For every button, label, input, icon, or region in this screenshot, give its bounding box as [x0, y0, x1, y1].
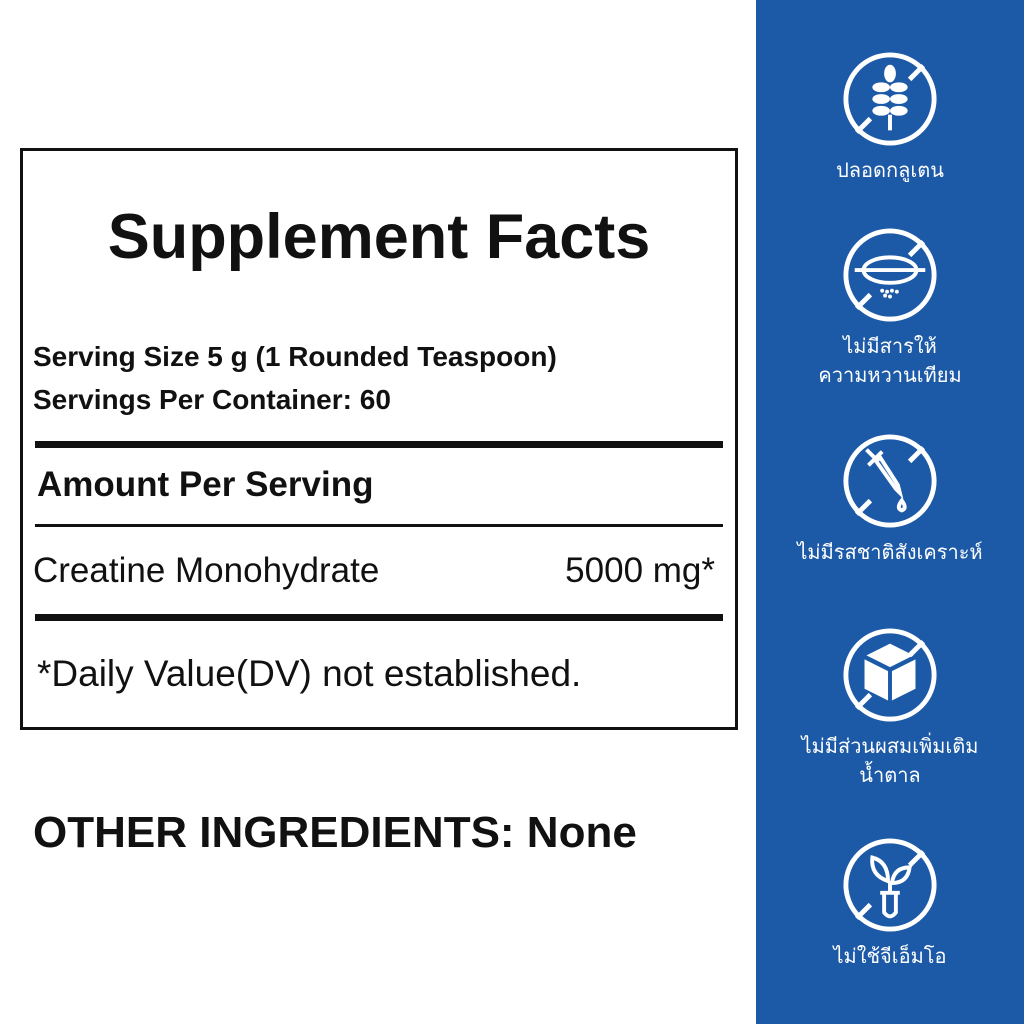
- other-ingredients: OTHER INGREDIENTS: None: [33, 808, 637, 857]
- no-added-sugar-cube-icon: [843, 628, 937, 722]
- thick-divider: [35, 441, 723, 448]
- ingredient-name: Creatine Monohydrate: [33, 551, 380, 590]
- no-artificial-sweetener-icon: [843, 228, 937, 322]
- feature-sidebar: ปลอดกลูเตน ไม่มีสารให้ ความหวานเทียม ไม่ม…: [756, 0, 1024, 1024]
- badge-label: ปลอดกลูเตน: [836, 158, 944, 182]
- badge-non-gmo: ไม่ใช้จีเอ็มโอ: [756, 836, 1024, 971]
- daily-value-footnote: *Daily Value(DV) not established.: [37, 653, 582, 694]
- non-gmo-plant-icon: [843, 838, 937, 932]
- badge-label: ไม่ใช้จีเอ็มโอ: [833, 944, 947, 968]
- thick-divider: [35, 614, 723, 621]
- badge-gluten-free: ปลอดกลูเตน: [756, 50, 1024, 185]
- thin-divider: [35, 524, 723, 527]
- badge-label: ไม่มีสารให้ ความหวานเทียม: [818, 334, 962, 387]
- servings-per-container: Servings Per Container: 60: [33, 384, 391, 415]
- badge-no-artificial-sweetener: ไม่มีสารให้ ความหวานเทียม: [756, 226, 1024, 390]
- amount-per-serving-header: Amount Per Serving: [37, 465, 374, 504]
- no-artificial-flavor-dropper-icon: [843, 434, 937, 528]
- badge-label: ไม่มีรสชาติสังเคราะห์: [797, 540, 983, 564]
- supplement-facts-panel: Supplement Facts Serving Size 5 g (1 Rou…: [20, 148, 738, 730]
- panel-title: Supplement Facts: [107, 202, 651, 272]
- badge-no-artificial-flavor: ไม่มีรสชาติสังเคราะห์: [756, 432, 1024, 567]
- badge-label: ไม่มีส่วนผสมเพิ่มเติม น้ำตาล: [801, 734, 979, 787]
- ingredient-amount: 5000 mg*: [565, 551, 715, 590]
- serving-size: Serving Size 5 g (1 Rounded Teaspoon): [33, 341, 557, 372]
- badge-no-added-sugar: ไม่มีส่วนผสมเพิ่มเติม น้ำตาล: [756, 626, 1024, 790]
- no-gluten-wheat-icon: [843, 52, 937, 146]
